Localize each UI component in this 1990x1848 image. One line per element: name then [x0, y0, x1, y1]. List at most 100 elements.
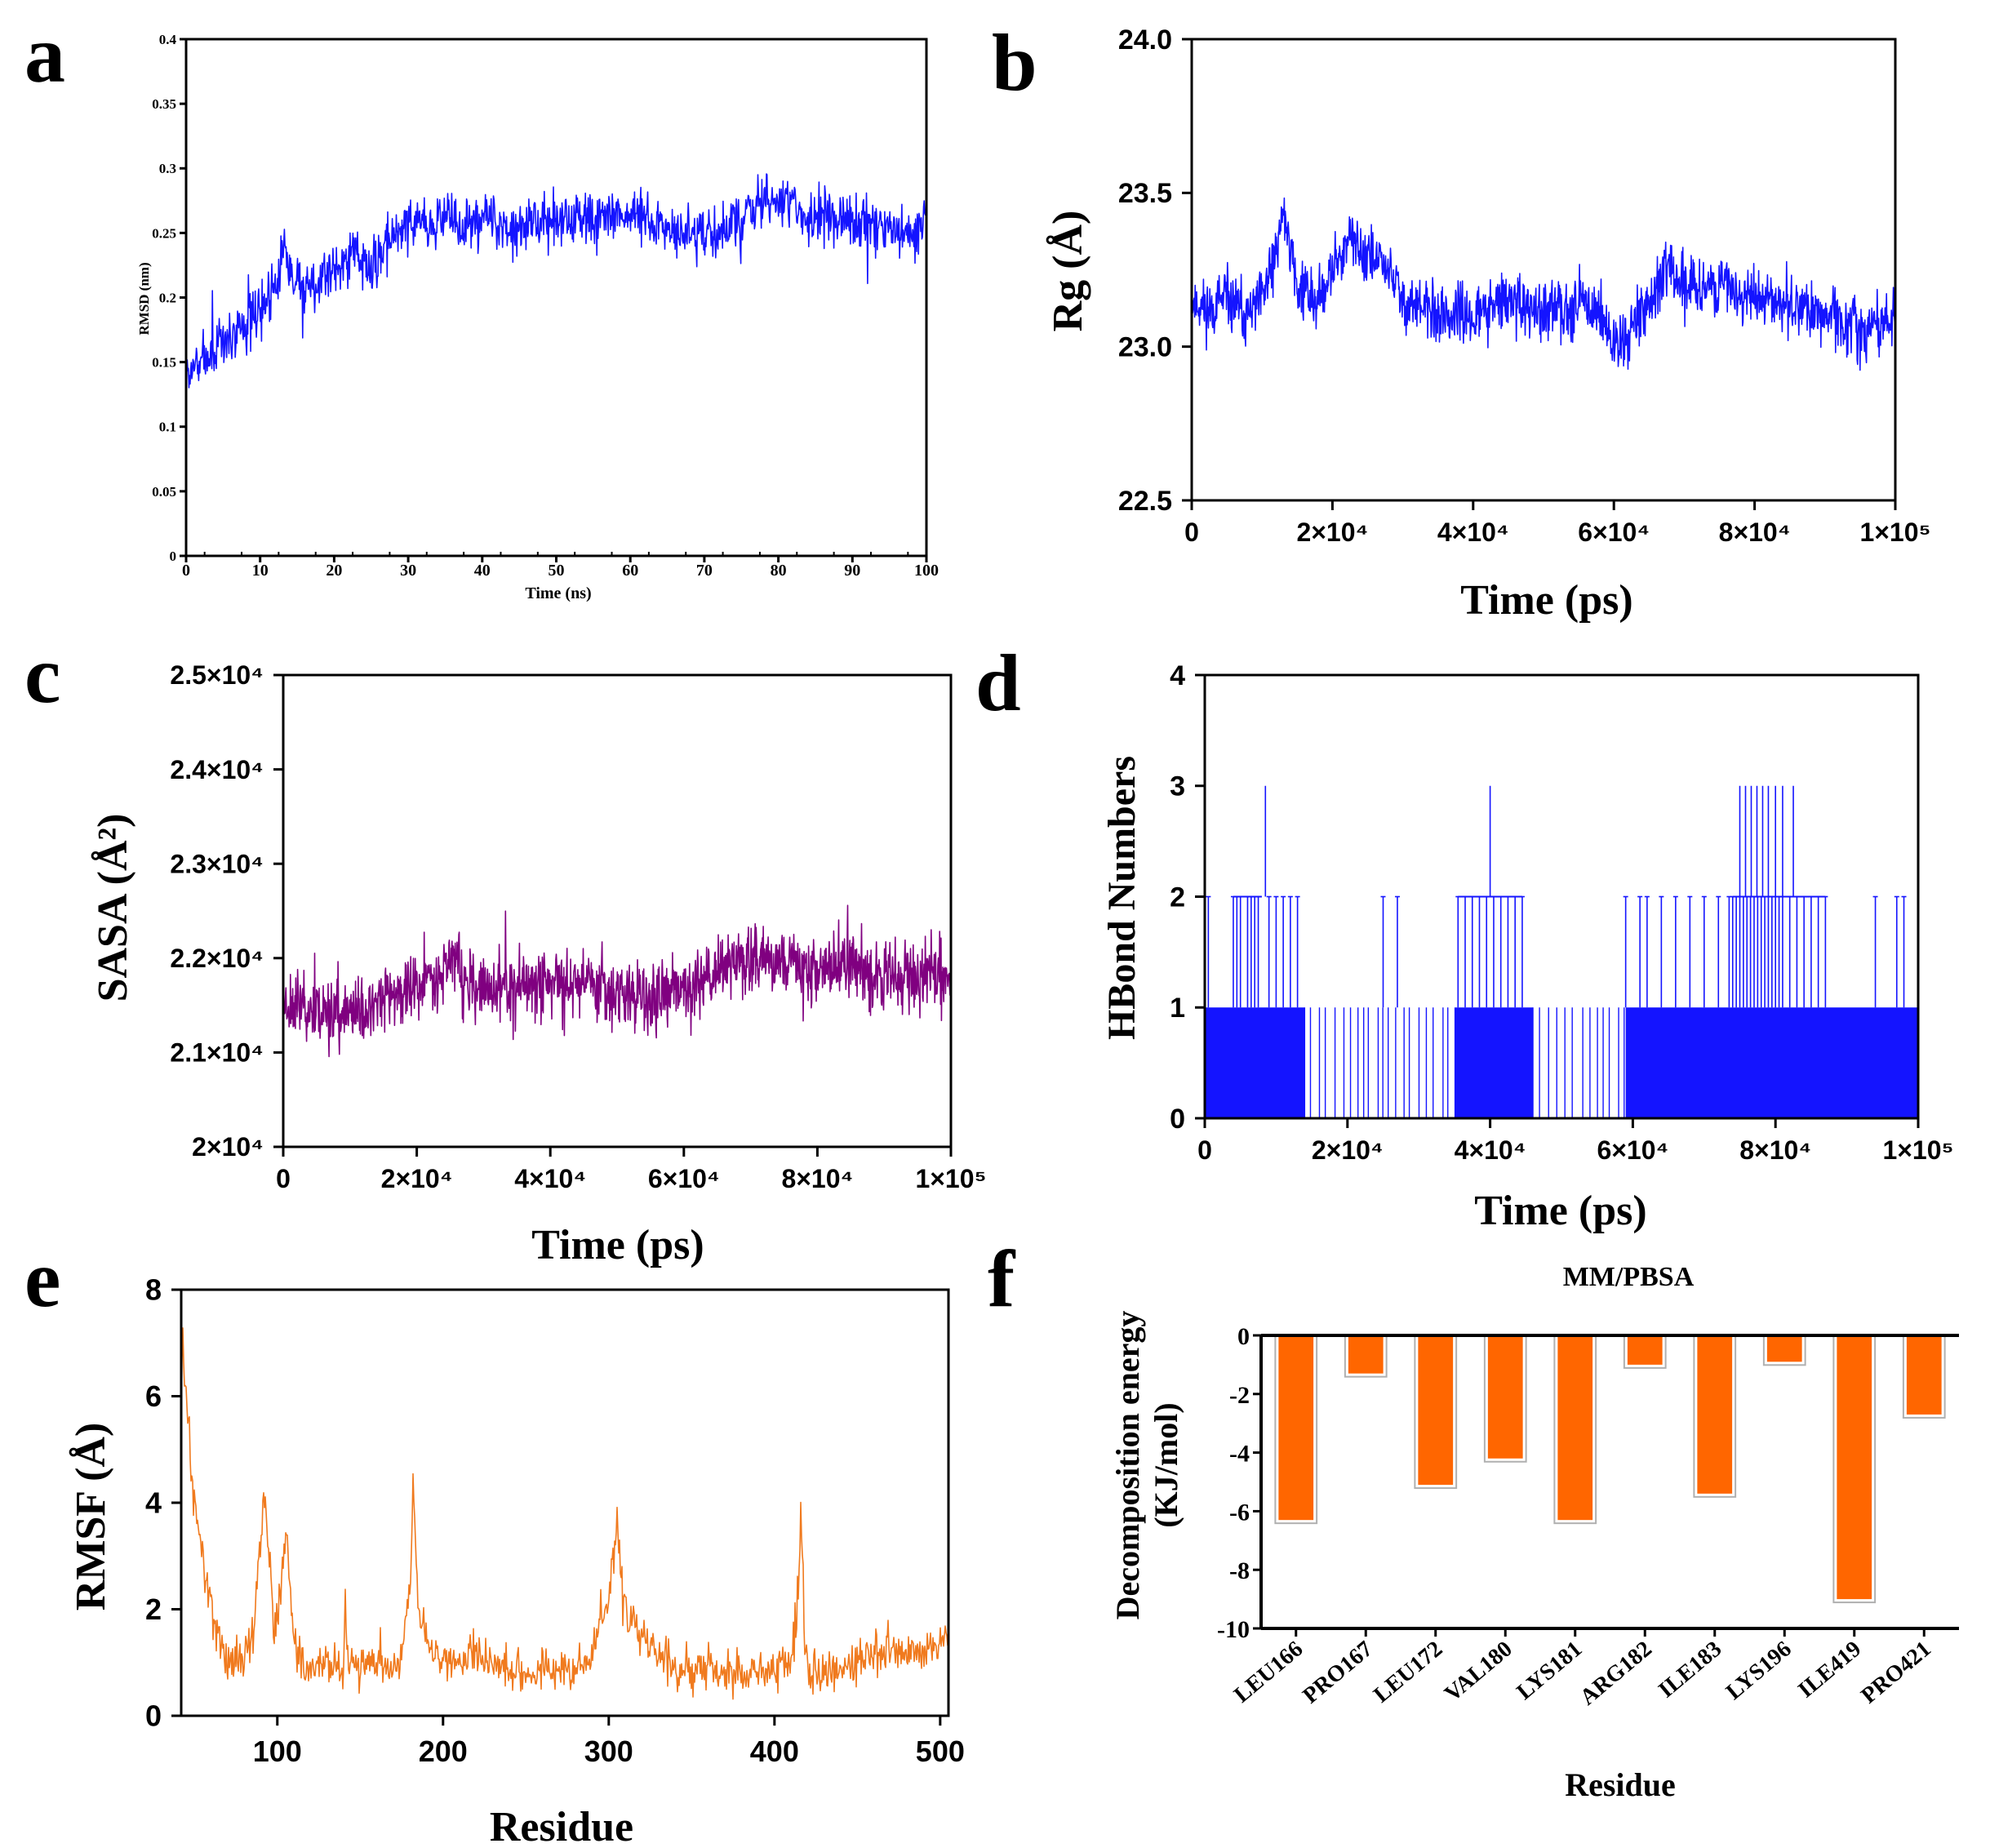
- panel-f-bar: [1418, 1335, 1454, 1486]
- panel-e-ytick-label: 8: [145, 1273, 162, 1307]
- panel-f-ylabel-line1: Decomposition energy: [1109, 1311, 1146, 1620]
- panel-f-xtick-label: ILE183: [1654, 1637, 1726, 1704]
- panel-d-xtick-label: 2×10⁴: [1312, 1135, 1384, 1165]
- panel-d-ytick-label: 2: [1170, 882, 1185, 913]
- panel-f-xtick-label: LEU172: [1369, 1637, 1447, 1708]
- panel-d-dense-block: [1454, 1007, 1534, 1118]
- panel-a-ytick-label: 0.25: [152, 225, 176, 241]
- panel-e-axes: 0 2 4 6 8 100 200 300 400 500: [145, 1273, 965, 1768]
- panel-b: 22.5 23.0 23.5 24.0 0 2×10⁴ 4×10⁴ 6×10⁴ 8×10⁴ 1×1…: [1045, 24, 1931, 624]
- panel-a-xlabel: Time (ns): [525, 584, 591, 602]
- panel-d: 0 1 2 3 4 0 2×10⁴ 4×10⁴ 6×10⁴ 8×10⁴ 1×10⁵ Time (ps…: [1100, 660, 1954, 1234]
- panel-a-ytick-label: 0: [170, 549, 177, 564]
- panel-letter-e: e: [24, 1233, 60, 1324]
- panel-a: 0 0.05 0.1 0.15 0.2 0.25 0.3 0.35 0.4 0 10 20 30 40 50…: [136, 32, 939, 602]
- panel-c-ytick-label: 2.3×10⁴: [170, 849, 264, 878]
- panel-c-data: [282, 904, 952, 1058]
- panel-d-xlabel: Time (ps): [1474, 1188, 1646, 1234]
- panel-c-ytick-label: 2×10⁴: [192, 1132, 264, 1162]
- panel-f-data: [1274, 1335, 1946, 1604]
- panel-f-xtick-label: VAL180: [1440, 1637, 1517, 1707]
- panel-letter-d: d: [975, 637, 1021, 728]
- panel-f-xtick-label: LYS181: [1512, 1637, 1587, 1705]
- panel-b-xtick-label: 8×10⁴: [1719, 518, 1791, 547]
- panel-c-ytick-label: 2.5×10⁴: [170, 660, 264, 690]
- panel-e: 0 2 4 6 8 100 200 300 400 500 Residue RMSF (Å): [68, 1273, 965, 1848]
- panel-b-xtick-label: 1×10⁵: [1859, 518, 1930, 547]
- panel-letter-b: b: [992, 17, 1037, 108]
- panel-d-dense-block: [1205, 1007, 1305, 1118]
- panel-c-ylabel: SASA (Å²): [90, 814, 136, 1002]
- panel-d-xtick-label: 0: [1197, 1135, 1212, 1165]
- panel-b-ytick-label: 23.0: [1118, 332, 1172, 363]
- panel-a-xtick-label: 0: [182, 562, 190, 580]
- panel-letter-a: a: [24, 9, 65, 100]
- panel-b-ytick-label: 23.5: [1118, 178, 1172, 209]
- panel-c-xtick-label: 6×10⁴: [648, 1164, 720, 1193]
- panel-b-data: [1191, 197, 1896, 371]
- panel-f-ytick-label: -4: [1229, 1441, 1250, 1468]
- panel-c-ytick-label: 2.2×10⁴: [170, 944, 264, 973]
- panel-d-ytick-label: 4: [1170, 660, 1185, 691]
- panel-d-ytick-label: 1: [1170, 993, 1185, 1024]
- panel-d-ytick-label: 3: [1170, 771, 1185, 802]
- panel-f-ytick-label: -2: [1229, 1382, 1250, 1409]
- panel-a-xtick-label: 30: [400, 562, 416, 580]
- panel-c-series-line: [282, 904, 952, 1058]
- panel-f-xtick-label: LYS196: [1721, 1637, 1797, 1705]
- panel-b-frame: [1190, 38, 1897, 502]
- panel-f-ytick-label: -10: [1217, 1616, 1250, 1643]
- panel-a-ytick-label: 0.4: [159, 32, 177, 47]
- panel-f-title: MM/PBSA: [1563, 1262, 1695, 1292]
- panel-a-ylabel: RMSD (nm): [136, 262, 152, 335]
- panel-a-ytick-label: 0.15: [152, 355, 176, 371]
- panel-d-axes: 0 1 2 3 4 0 2×10⁴ 4×10⁴ 6×10⁴ 8×10⁴ 1×10⁵: [1170, 660, 1953, 1165]
- panel-e-xtick-label: 100: [253, 1735, 302, 1768]
- panel-e-xtick-label: 200: [419, 1735, 468, 1768]
- panel-e-ytick-label: 0: [145, 1699, 162, 1733]
- panel-c-ytick-label: 2.1×10⁴: [170, 1038, 264, 1068]
- panel-b-ylabel: Rg (Å): [1045, 211, 1091, 332]
- panel-a-ytick-label: 0.2: [159, 290, 176, 305]
- panel-letter-c: c: [24, 629, 60, 720]
- panel-a-ytick-label: 0.3: [159, 161, 176, 176]
- panel-a-xtick-label: 40: [474, 562, 491, 580]
- panel-e-xtick-label: 400: [750, 1735, 799, 1768]
- panel-b-xtick-label: 2×10⁴: [1296, 518, 1368, 547]
- panel-c-xtick-label: 8×10⁴: [781, 1164, 853, 1193]
- panel-f-bar: [1627, 1335, 1663, 1365]
- panel-b-ytick-label: 24.0: [1118, 24, 1172, 56]
- panel-a-xtick-label: 70: [696, 562, 713, 580]
- panel-b-axes: 22.5 23.0 23.5 24.0 0 2×10⁴ 4×10⁴ 6×10⁴ 8×10⁴ 1×1…: [1118, 24, 1931, 547]
- panel-e-xtick-label: 300: [584, 1735, 633, 1768]
- panel-d-ylabel: HBond Numbers: [1100, 756, 1144, 1040]
- panel-f-ytick-label: -8: [1229, 1557, 1250, 1584]
- panel-b-xtick-label: 4×10⁴: [1437, 518, 1509, 547]
- panel-f-xlabel: Residue: [1565, 1766, 1676, 1803]
- panel-c-frame: [282, 673, 953, 1148]
- panel-f-xtick-label: LEU166: [1229, 1637, 1308, 1708]
- panel-f-xtick-label: PRO167: [1298, 1637, 1377, 1709]
- panel-f-xtick-label: ARG182: [1575, 1637, 1657, 1711]
- panel-a-xtick-label: 10: [252, 562, 269, 580]
- panel-c-xtick-label: 2×10⁴: [381, 1164, 453, 1193]
- panel-a-xtick-label: 50: [549, 562, 565, 580]
- panel-c-xtick-label: 4×10⁴: [514, 1164, 586, 1193]
- panel-f-bar: [1697, 1335, 1733, 1494]
- panel-f-xtick-label: ILE419: [1793, 1637, 1866, 1704]
- panel-f-bar: [1348, 1335, 1384, 1374]
- panel-f-bar: [1837, 1335, 1872, 1600]
- panel-c-xlabel: Time (ps): [531, 1222, 704, 1268]
- panel-c-axes: 2×10⁴ 2.1×10⁴ 2.2×10⁴ 2.3×10⁴ 2.4×10⁴ 2.5×10⁴…: [170, 660, 986, 1193]
- panel-a-xtick-label: 80: [771, 562, 787, 580]
- panel-a-ytick-label: 0.05: [152, 484, 176, 500]
- panel-a-xtick-label: 100: [914, 562, 939, 580]
- panel-d-ytick-label: 0: [1170, 1104, 1185, 1135]
- panel-a-xtick-label: 90: [844, 562, 860, 580]
- panel-f-xtick-label: PRO421: [1856, 1637, 1935, 1709]
- panel-a-xtick-label: 20: [326, 562, 342, 580]
- panel-f-bar: [1906, 1335, 1942, 1415]
- panel-a-data: [185, 173, 927, 389]
- panel-f-bar: [1487, 1335, 1523, 1459]
- panel-b-ytick-label: 22.5: [1118, 486, 1172, 517]
